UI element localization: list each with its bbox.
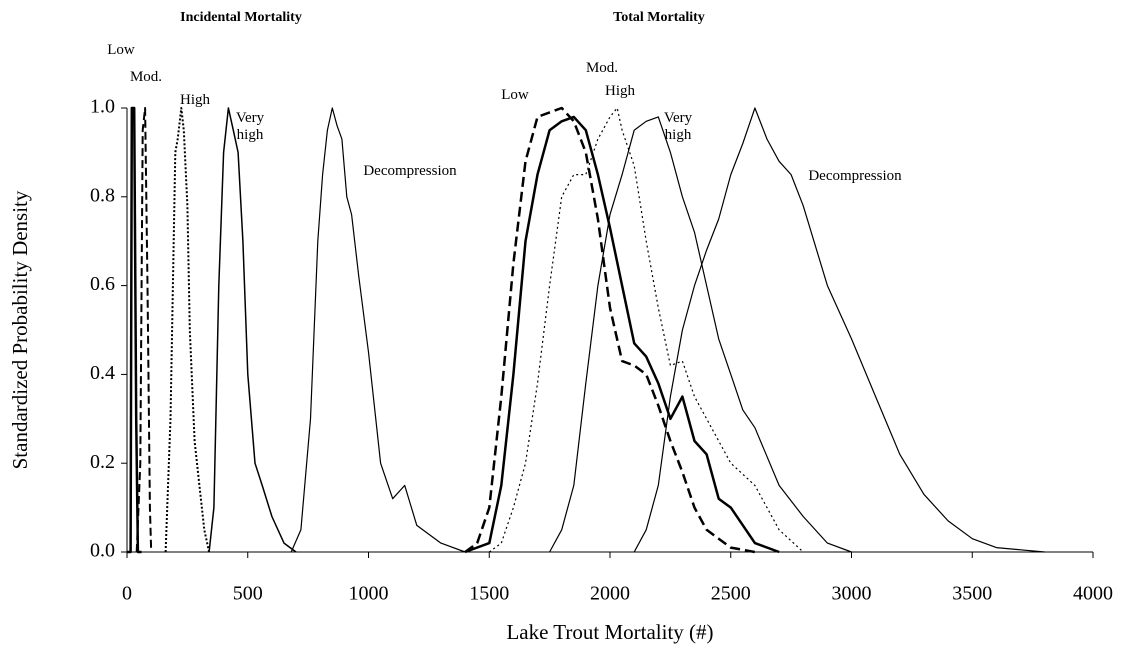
series-label: Low [501, 87, 529, 103]
series-line [549, 116, 852, 553]
series-label: Decompression [363, 163, 457, 179]
x-tick-label: 1000 [349, 583, 389, 605]
series-line [164, 107, 211, 553]
y-tick-label: 0.4 [90, 362, 115, 384]
group-title: Total Mortality [613, 10, 705, 25]
y-tick-label: 0.8 [90, 184, 115, 206]
series-line [633, 107, 1045, 553]
series-label: Mod. [585, 60, 619, 76]
y-tick-label: 0.0 [90, 540, 115, 562]
x-tick-label: 500 [233, 583, 263, 605]
series-label: Very high [663, 110, 693, 143]
series-line [127, 106, 142, 554]
x-tick-label: 3000 [832, 583, 872, 605]
series-line [135, 107, 153, 553]
series-label: Very high [235, 110, 265, 143]
series-line [208, 107, 297, 553]
series-label: Low [107, 42, 135, 58]
series-label: High [180, 92, 210, 108]
y-tick-label: 0.2 [90, 451, 115, 473]
y-tick-label: 0.6 [90, 273, 115, 295]
x-tick-label: 2000 [590, 583, 630, 605]
x-tick-label: 4000 [1073, 583, 1113, 605]
group-title: Incidental Mortality [180, 10, 302, 25]
x-tick-label: 3500 [952, 583, 992, 605]
y-tick-label: 1.0 [90, 96, 115, 118]
series-label: Mod. [129, 69, 163, 85]
series-label: Decompression [808, 168, 902, 184]
series-line [290, 107, 466, 553]
x-tick-label: 2500 [711, 583, 751, 605]
series-line [488, 107, 804, 553]
series-line [464, 115, 780, 554]
x-tick-label: 0 [122, 583, 132, 605]
series-line [464, 106, 756, 554]
x-tick-label: 1500 [469, 583, 509, 605]
series-label: High [605, 83, 635, 99]
x-axis-title: Lake Trout Mortality (#) [506, 620, 713, 644]
y-axis-title: Standardized Probability Density [8, 190, 32, 469]
